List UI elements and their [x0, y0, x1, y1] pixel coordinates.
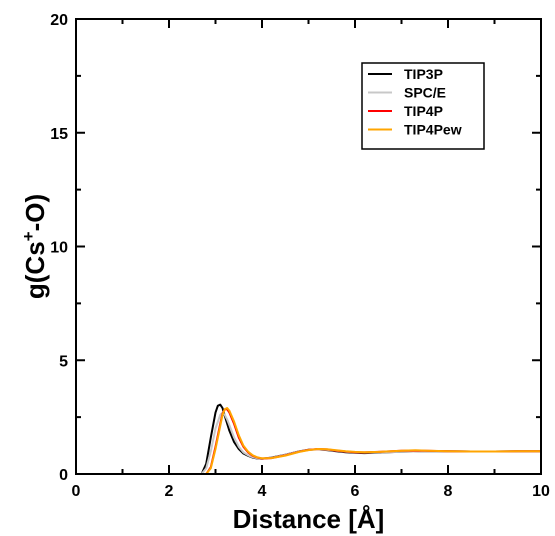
x-tick-label: 2 — [165, 483, 174, 500]
series-line-tip4p — [205, 408, 541, 475]
series-layer — [200, 403, 541, 475]
series-line-tip3p — [200, 403, 541, 475]
series-line-spc-e — [200, 411, 541, 475]
legend: TIP3P SPC/E TIP4P TIP4Pew — [361, 62, 485, 150]
y-axis-title-superscript: + — [19, 231, 38, 241]
y-axis-title-suffix: -O) — [20, 194, 50, 232]
legend-label-spc-e: SPC/E — [404, 85, 446, 101]
series-line-tip4pew — [205, 407, 541, 475]
x-axis-title: Distance [Å] — [233, 504, 385, 534]
tick-layer: 0 2 4 6 8 10 0 5 10 15 20 — [50, 12, 550, 500]
legend-label-tip3p: TIP3P — [404, 66, 443, 82]
y-tick-label: 15 — [50, 126, 68, 143]
y-tick-label: 0 — [59, 467, 68, 484]
y-tick-label: 20 — [50, 12, 68, 29]
x-tick-label: 10 — [532, 483, 550, 500]
x-tick-label: 6 — [351, 483, 360, 500]
x-tick-label: 8 — [444, 483, 453, 500]
x-tick-label: 4 — [258, 483, 267, 500]
x-tick-label: 0 — [72, 483, 81, 500]
y-tick-label: 5 — [59, 353, 68, 370]
legend-label-tip4p: TIP4P — [404, 103, 443, 119]
legend-box — [361, 62, 485, 150]
y-tick-label: 10 — [50, 240, 68, 257]
y-axis-title: g(Cs+-O) — [19, 194, 50, 299]
legend-label-tip4pew: TIP4Pew — [404, 122, 462, 138]
y-axis-title-prefix: g(Cs — [20, 241, 50, 299]
